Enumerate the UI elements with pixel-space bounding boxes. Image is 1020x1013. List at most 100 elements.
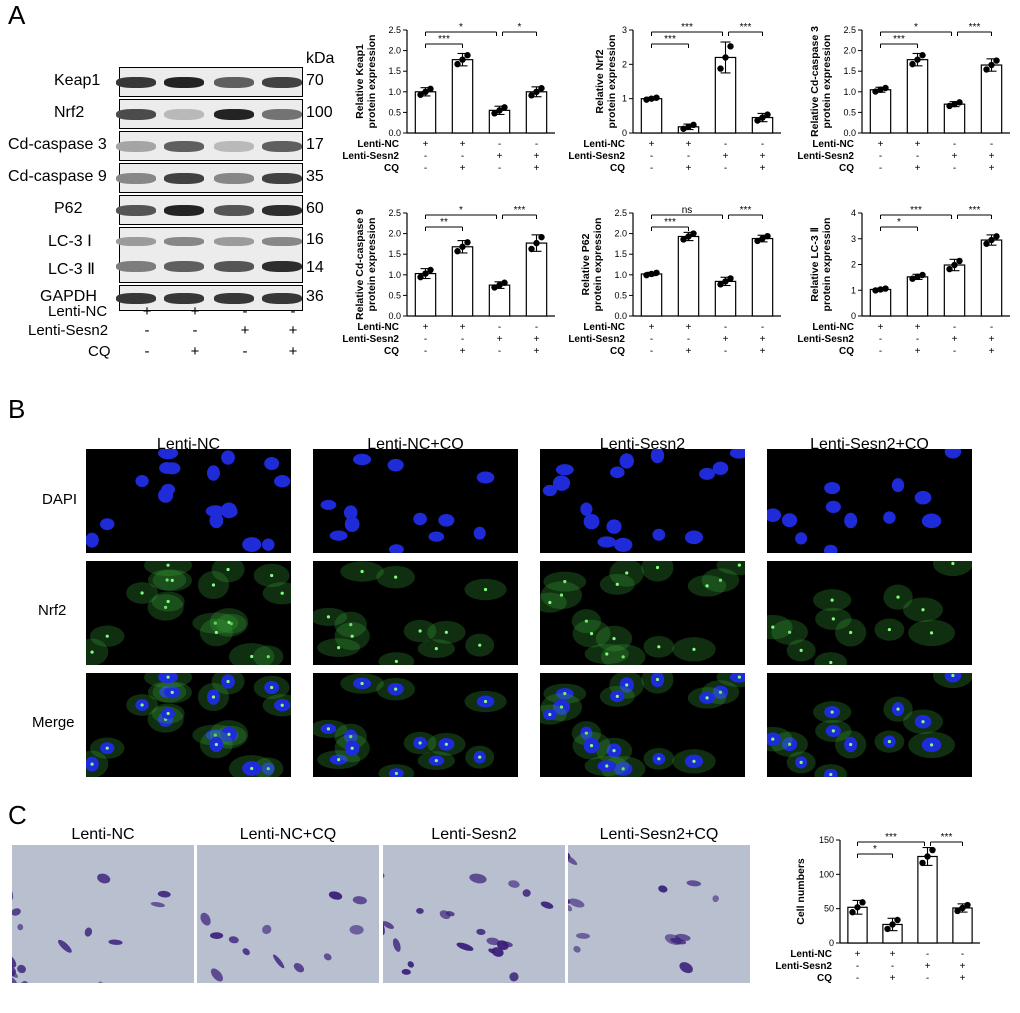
- bar: [678, 236, 698, 316]
- nrf2-puncta: [590, 632, 593, 635]
- micrograph-cells: [767, 449, 972, 553]
- condition-sign: +: [989, 163, 995, 174]
- nucleus: [699, 468, 715, 480]
- nrf2-puncta: [360, 570, 363, 573]
- condition-label: CQ: [839, 346, 854, 357]
- condition-sign: -: [953, 163, 956, 174]
- nrf2-puncta: [106, 747, 109, 750]
- nrf2-puncta: [215, 743, 218, 746]
- nrf2-puncta: [395, 772, 398, 775]
- nrf2-puncta: [484, 588, 487, 591]
- y-tick-label: 1.5: [388, 249, 401, 259]
- data-point: [956, 258, 962, 264]
- condition-label: CQ: [610, 346, 625, 357]
- protein-band: [214, 141, 254, 152]
- nucleus: [844, 513, 857, 529]
- condition-sign: -: [953, 139, 956, 150]
- sig-label: ***: [438, 34, 450, 45]
- nrf2-puncta: [394, 576, 397, 579]
- nrf2-puncta: [738, 676, 741, 679]
- nrf2-puncta: [167, 600, 170, 603]
- nrf2-puncta: [771, 626, 774, 629]
- data-point: [464, 239, 470, 245]
- sig-label: ns: [682, 205, 693, 216]
- nrf2-puncta: [445, 631, 448, 634]
- nucleus: [221, 502, 237, 518]
- data-point: [717, 65, 723, 71]
- stained-cells: [383, 845, 565, 983]
- data-point: [919, 272, 925, 278]
- condition-sign: -: [953, 322, 956, 333]
- condition-sign: +: [915, 346, 921, 357]
- nrf2-puncta: [800, 649, 803, 652]
- condition-sign: +: [460, 163, 466, 174]
- nucleus: [620, 453, 634, 468]
- sig-label: ***: [740, 205, 752, 216]
- micrograph-cells: [86, 449, 291, 553]
- condition-sign: -: [650, 151, 653, 162]
- nucleus: [922, 514, 941, 529]
- protein-band: [214, 237, 254, 246]
- stained-cell: [508, 879, 521, 888]
- nrf2-puncta: [888, 628, 891, 631]
- nrf2-puncta: [327, 615, 330, 618]
- protein-band: [164, 173, 204, 184]
- data-point: [956, 99, 962, 105]
- nrf2-puncta: [281, 592, 284, 595]
- condition-label: Lenti-NC: [357, 139, 399, 150]
- micrograph-cells: [767, 561, 972, 665]
- sig-label: ***: [969, 22, 981, 33]
- nucleus: [652, 529, 665, 541]
- condition-sign: +: [460, 346, 466, 357]
- condition-sign: -: [650, 346, 653, 357]
- y-tick-label: 1.0: [843, 87, 856, 97]
- condition-label: Lenti-NC: [357, 322, 399, 333]
- condition-sign: +: [460, 322, 466, 333]
- sig-label: ***: [941, 832, 953, 843]
- nucleus: [824, 482, 840, 494]
- nrf2-puncta: [625, 571, 628, 574]
- nrf2-puncta: [888, 740, 891, 743]
- bar: [870, 90, 890, 133]
- data-point: [690, 230, 696, 236]
- nucleus: [353, 454, 371, 465]
- nrf2-puncta: [849, 743, 852, 746]
- nucleus: [767, 508, 781, 522]
- nrf2-puncta: [616, 583, 619, 586]
- nrf2-puncta: [921, 720, 924, 723]
- stained-cell: [84, 927, 93, 938]
- condition-sign: -: [961, 949, 964, 960]
- stained-cell: [19, 980, 29, 983]
- condition-sign: +: [855, 949, 861, 960]
- stained-cell: [401, 969, 411, 975]
- nrf2-puncta: [612, 749, 615, 752]
- data-point: [459, 244, 465, 250]
- condition-sign: +: [878, 139, 884, 150]
- protein-band: [214, 109, 254, 120]
- nrf2-puncta: [548, 713, 551, 716]
- y-tick-label: 1.5: [614, 249, 627, 259]
- micrograph: [86, 561, 291, 665]
- condition-sign: +: [952, 334, 958, 345]
- y-tick-label: 1: [622, 94, 627, 104]
- y-tick-label: 1.5: [843, 66, 856, 76]
- data-point: [854, 904, 860, 910]
- y-axis-label: Relative LC-3 Ⅱ: [809, 227, 821, 302]
- data-point: [653, 270, 659, 276]
- condition-sign: +: [890, 973, 896, 984]
- nucleus: [580, 502, 592, 515]
- nrf2-puncta: [832, 729, 835, 732]
- y-tick-label: 2.0: [388, 229, 401, 239]
- condition-sign: -: [461, 334, 464, 345]
- y-axis-label: protein expression: [821, 218, 833, 312]
- sig-label: *: [873, 844, 877, 855]
- y-axis-label: Relative P62: [580, 233, 592, 295]
- protein-band: [262, 173, 302, 184]
- condition-sign: -: [424, 334, 427, 345]
- nucleus: [429, 531, 445, 541]
- protein-band: [262, 141, 302, 152]
- y-tick-label: 0: [829, 938, 834, 948]
- protein-band: [214, 173, 254, 184]
- stained-cells: [197, 845, 379, 983]
- nrf2-puncta: [215, 631, 218, 634]
